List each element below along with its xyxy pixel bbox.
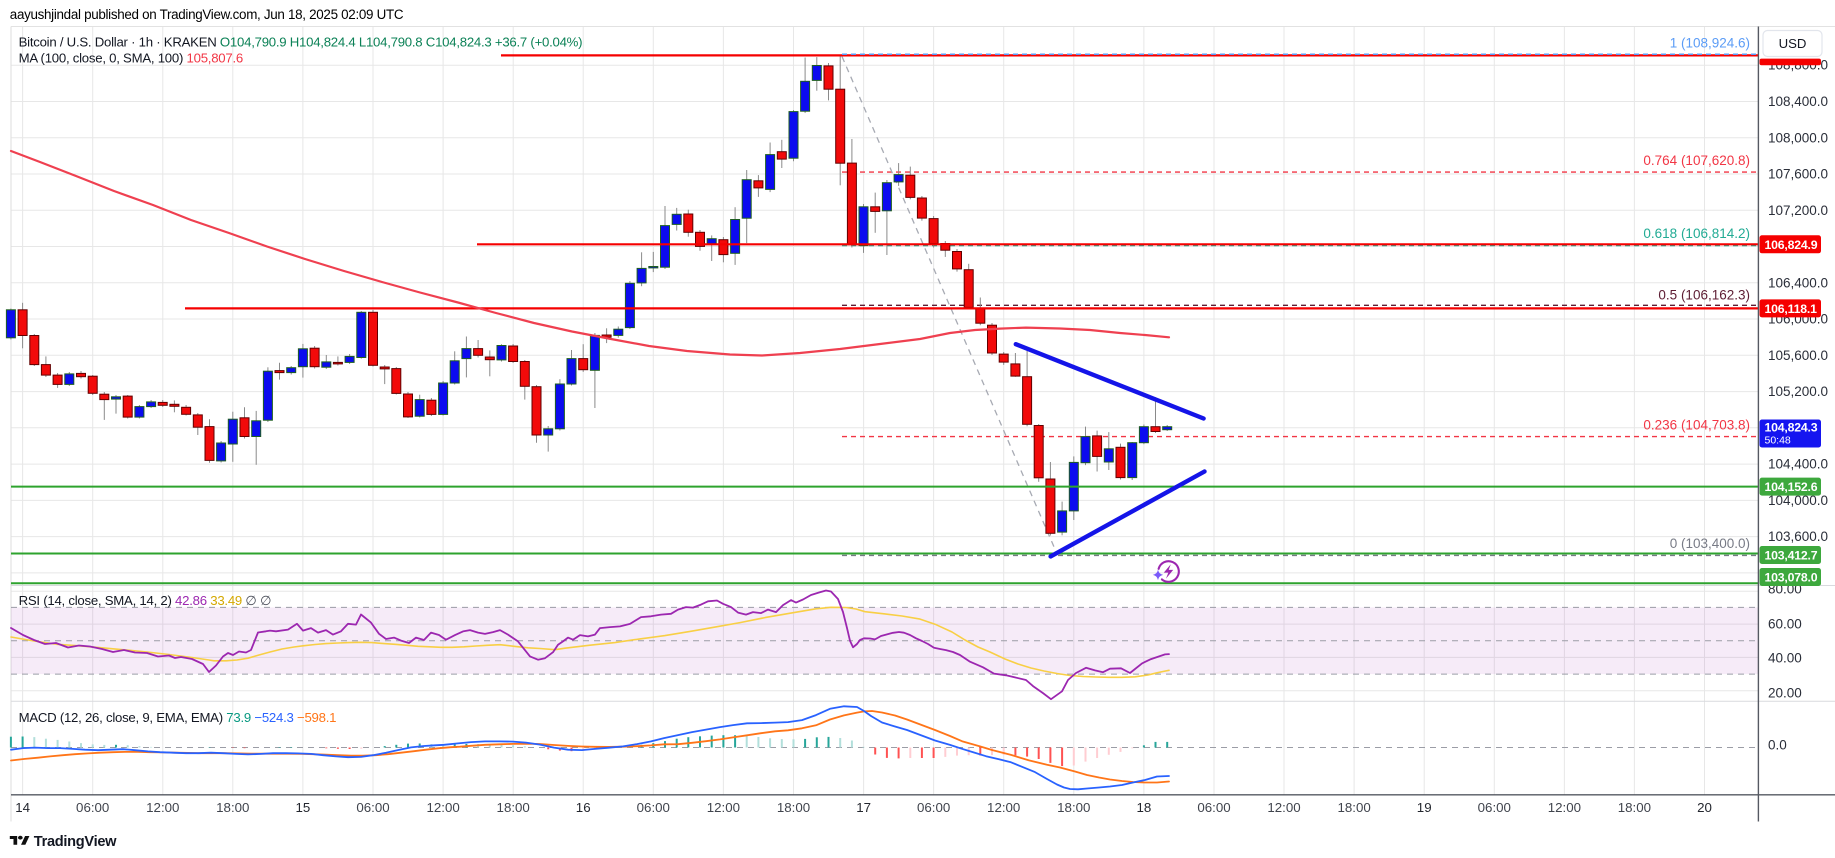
svg-text:104,000.0: 104,000.0 — [1768, 493, 1828, 508]
svg-text:aayushjindal published on Trad: aayushjindal published on TradingView.co… — [10, 7, 404, 22]
svg-text:103,078.0: 103,078.0 — [1765, 571, 1818, 585]
svg-text:108,000.0: 108,000.0 — [1768, 130, 1828, 145]
svg-text:06:00: 06:00 — [356, 800, 389, 815]
svg-text:20: 20 — [1697, 800, 1712, 815]
svg-text:108,400.0: 108,400.0 — [1768, 94, 1828, 109]
svg-text:0 (103,400.0): 0 (103,400.0) — [1670, 536, 1750, 551]
svg-text:104,400.0: 104,400.0 — [1768, 457, 1828, 472]
svg-text:15: 15 — [296, 800, 311, 815]
svg-text:06:00: 06:00 — [917, 800, 950, 815]
svg-text:1 (108,924.6): 1 (108,924.6) — [1670, 36, 1750, 51]
svg-text:50:48: 50:48 — [1765, 435, 1791, 447]
svg-text:RSI (14, close, SMA, 14, 2) 4: RSI (14, close, SMA, 14, 2) 42.86 33.49 … — [19, 593, 272, 608]
svg-text:12:00: 12:00 — [426, 800, 459, 815]
svg-text:0.5 (106,162.3): 0.5 (106,162.3) — [1658, 288, 1750, 303]
svg-text:12:00: 12:00 — [987, 800, 1020, 815]
svg-text:103,600.0: 103,600.0 — [1768, 529, 1828, 544]
svg-text:18:00: 18:00 — [1057, 800, 1090, 815]
svg-text:20.00: 20.00 — [1768, 686, 1802, 701]
svg-text:40.00: 40.00 — [1768, 651, 1802, 666]
svg-text:12:00: 12:00 — [1267, 800, 1300, 815]
svg-text:06:00: 06:00 — [1197, 800, 1230, 815]
svg-text:0.618 (106,814.2): 0.618 (106,814.2) — [1643, 226, 1750, 241]
svg-text:18:00: 18:00 — [1337, 800, 1370, 815]
svg-text:06:00: 06:00 — [1478, 800, 1511, 815]
svg-text:107,200.0: 107,200.0 — [1768, 203, 1828, 218]
svg-text:MA (100, close, 0, SMA, 100): MA (100, close, 0, SMA, 100) 105,807.6 — [19, 51, 243, 66]
svg-text:105,200.0: 105,200.0 — [1768, 384, 1828, 399]
svg-text:06:00: 06:00 — [76, 800, 109, 815]
svg-text:0.236 (104,703.8): 0.236 (104,703.8) — [1643, 418, 1750, 433]
svg-text:MACD (12, 26, close, 9, EMA, E: MACD (12, 26, close, 9, EMA, EMA) 73.9 −… — [19, 710, 337, 725]
svg-text:106,400.0: 106,400.0 — [1768, 275, 1828, 290]
svg-text:Bitcoin / U.S. Dollar · 1h · K: Bitcoin / U.S. Dollar · 1h · KRAKEN O104… — [19, 35, 583, 50]
svg-text:18:00: 18:00 — [777, 800, 810, 815]
svg-text:0.0: 0.0 — [1768, 738, 1787, 753]
svg-text:104,152.6: 104,152.6 — [1765, 480, 1818, 494]
svg-text:18:00: 18:00 — [1618, 800, 1651, 815]
svg-text:106,824.9: 106,824.9 — [1765, 238, 1818, 252]
svg-text:18: 18 — [1137, 800, 1152, 815]
svg-text:103,412.7: 103,412.7 — [1765, 549, 1818, 563]
svg-text:12:00: 12:00 — [146, 800, 179, 815]
svg-text:USD: USD — [1779, 36, 1807, 51]
svg-text:106,118.1: 106,118.1 — [1765, 302, 1818, 316]
svg-text:16: 16 — [576, 800, 591, 815]
svg-text:06:00: 06:00 — [637, 800, 670, 815]
svg-text:18:00: 18:00 — [497, 800, 530, 815]
svg-text:104,824.3: 104,824.3 — [1765, 420, 1818, 434]
svg-text:105,600.0: 105,600.0 — [1768, 348, 1828, 363]
svg-text:107,600.0: 107,600.0 — [1768, 167, 1828, 182]
svg-text:TradingView: TradingView — [34, 834, 117, 850]
svg-text:14: 14 — [15, 800, 30, 815]
svg-text:12:00: 12:00 — [707, 800, 740, 815]
svg-text:12:00: 12:00 — [1548, 800, 1581, 815]
svg-text:18:00: 18:00 — [216, 800, 249, 815]
svg-text:60.00: 60.00 — [1768, 617, 1802, 632]
svg-text:19: 19 — [1417, 800, 1432, 815]
svg-text:0.764 (107,620.8): 0.764 (107,620.8) — [1643, 153, 1750, 168]
svg-text:17: 17 — [856, 800, 871, 815]
